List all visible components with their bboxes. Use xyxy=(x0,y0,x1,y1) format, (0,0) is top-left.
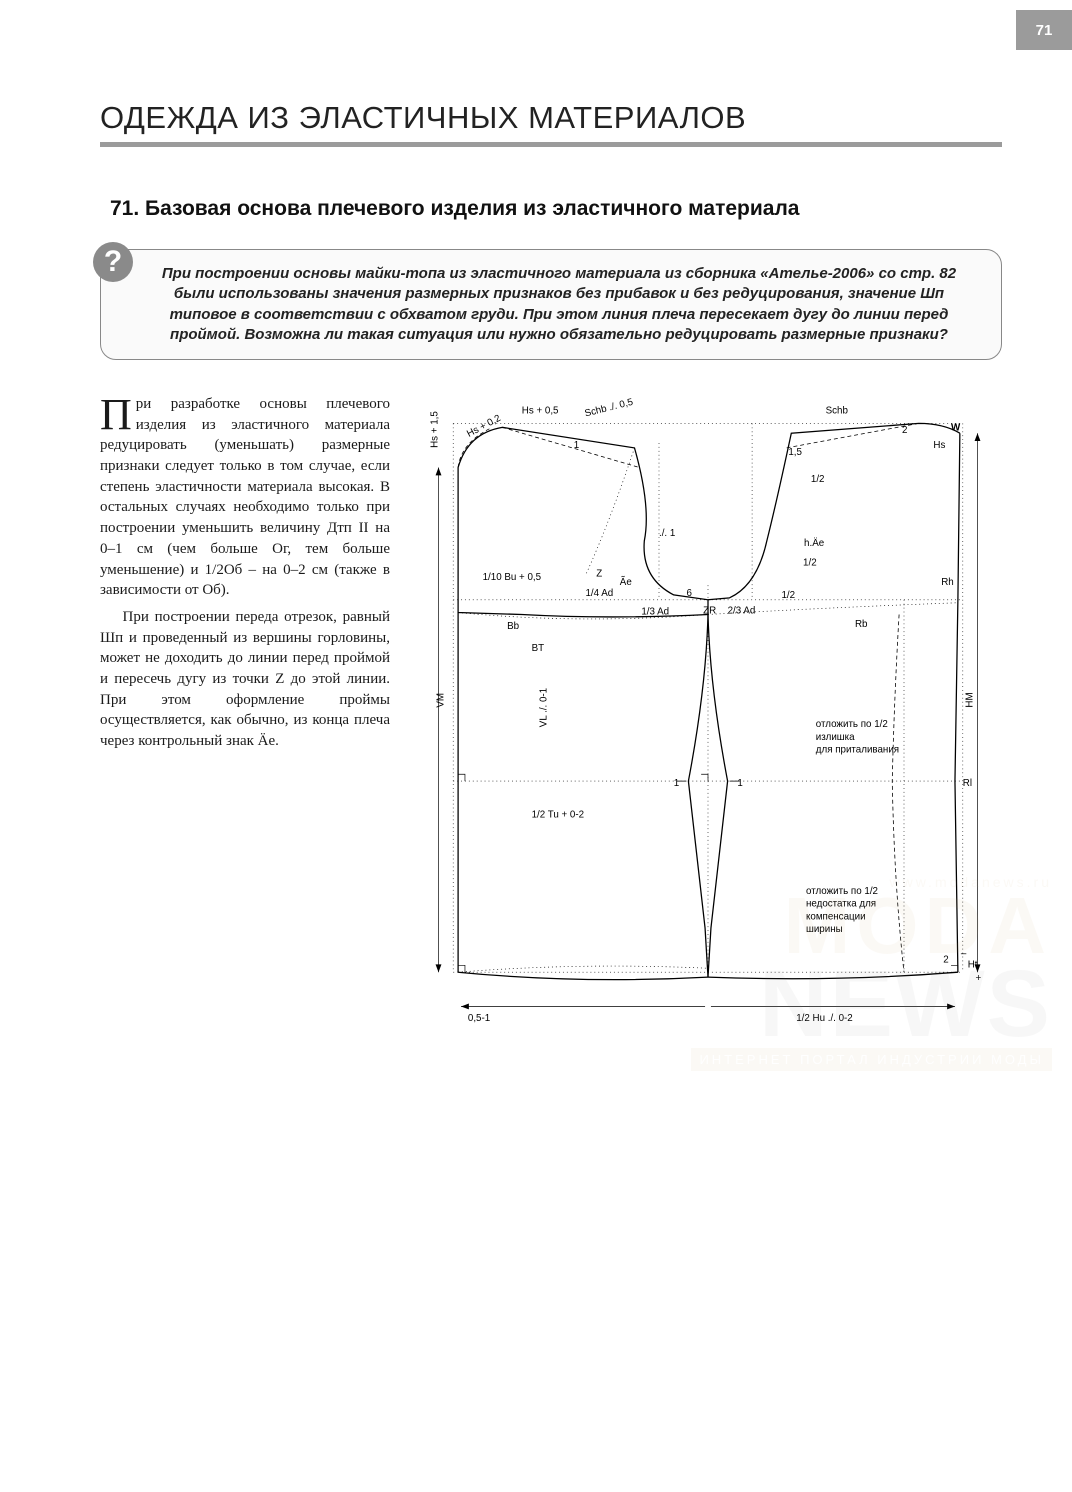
lbl-note1b: излишка xyxy=(816,732,855,743)
lbl-ad14: 1/4 Ad xyxy=(586,588,614,599)
lbl-bt: BT xyxy=(532,643,545,654)
lbl-hs: Hs xyxy=(933,440,945,451)
lbl-half2: 1/2 xyxy=(803,557,817,568)
lbl-vm: VM xyxy=(435,693,446,708)
lbl-dot1: ./. 1 xyxy=(659,528,675,539)
lbl-hm: HM xyxy=(965,692,976,707)
lbl-z: Z xyxy=(596,568,602,579)
lbl-one4: 1 xyxy=(674,778,679,789)
pattern-diagram: Hs + 0,5 Schb ./. 0,5 Hs + 1,5 Hs + 0,2 … xyxy=(414,394,1002,1041)
lbl-botl: 0,5-1 xyxy=(468,1013,490,1024)
question-callout: ? При построении основы майки-топа из эл… xyxy=(100,249,1002,360)
body-text-column: При разработке основы плечевого изделия … xyxy=(100,394,390,758)
lbl-note2b: недостатка для xyxy=(806,899,876,910)
lbl-botr: 1/2 Hu ./. 0-2 xyxy=(796,1013,853,1024)
body-paragraph-2: При построении переда отрезок, равный Шп… xyxy=(100,607,390,752)
lbl-ad23: 2/3 Ad xyxy=(728,606,756,617)
lbl-half: 1/2 xyxy=(811,474,825,485)
lbl-six: 6 xyxy=(686,588,692,599)
lbl-two: 2 xyxy=(902,425,907,436)
lbl-tu: 1/2 Tu + 0-2 xyxy=(532,809,584,820)
lbl-note2c: компенсации xyxy=(806,911,866,922)
lbl-note1a: отложить по 1/2 xyxy=(816,719,888,730)
page-number-tab: 71 xyxy=(1016,10,1072,50)
lbl-note2d: ширины xyxy=(806,924,843,935)
lbl-hs05: Hs + 0,5 xyxy=(522,406,559,417)
lbl-one5: 1 xyxy=(737,778,742,789)
lbl-onefive: 1,5 xyxy=(788,447,802,458)
page-number: 71 xyxy=(1036,22,1053,39)
lbl-schb05: Schb ./. 0,5 xyxy=(584,397,635,420)
page-content: ОДЕЖДА ИЗ ЭЛАСТИЧНЫХ МАТЕРИАЛОВ 71. Базо… xyxy=(0,0,1072,1101)
section-heading: 71. Базовая основа плечевого изделия из … xyxy=(100,197,1002,221)
lbl-bu: 1/10 Bu + 0,5 xyxy=(483,572,542,583)
lbl-note1c: для приталивания xyxy=(816,745,899,756)
lbl-schb: Schb xyxy=(826,406,849,417)
lbl-ht: Ht xyxy=(968,959,978,970)
lbl-one: 1 xyxy=(574,440,579,451)
lbl-ae: Ãe xyxy=(620,577,632,588)
lbl-plus1: + xyxy=(976,973,982,984)
lbl-rb: Rb xyxy=(855,619,868,630)
lbl-ad13: 1/3 Ad xyxy=(641,606,669,617)
chapter-title: ОДЕЖДА ИЗ ЭЛАСТИЧНЫХ МАТЕРИАЛОВ xyxy=(100,100,1002,147)
lbl-note2a: отложить по 1/2 xyxy=(806,886,878,897)
lbl-rh: Rh xyxy=(941,577,954,588)
lbl-zr: ZR xyxy=(703,606,716,617)
two-column-layout: При разработке основы плечевого изделия … xyxy=(100,394,1002,1041)
lbl-bb: Bb xyxy=(507,621,520,632)
lbl-half3: 1/2 xyxy=(781,590,795,601)
lbl-rl: Rl xyxy=(963,778,972,789)
lbl-two2: 2 xyxy=(943,954,948,965)
lbl-vl: VL ./. 0-1 xyxy=(538,688,549,727)
lbl-hae: h.Äe xyxy=(804,538,824,549)
diagram-column: Hs + 0,5 Schb ./. 0,5 Hs + 1,5 Hs + 0,2 … xyxy=(414,394,1002,1041)
question-text: При построении основы майки-топа из элас… xyxy=(141,264,977,345)
lbl-hs02: Hs + 0,2 xyxy=(465,413,503,440)
body-paragraph-1: При разработке основы плечевого изделия … xyxy=(100,394,390,601)
lbl-hs15: Hs + 1,5 xyxy=(430,411,441,448)
question-icon: ? xyxy=(93,242,133,282)
lbl-w: W xyxy=(951,422,961,433)
lbl-dash: – xyxy=(961,949,967,960)
